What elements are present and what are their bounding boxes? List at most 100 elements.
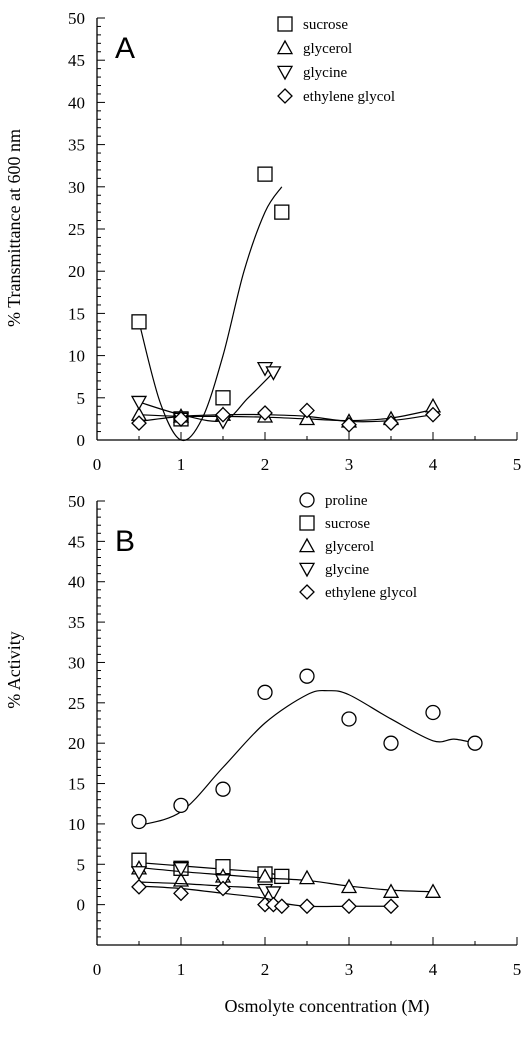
legend-marker xyxy=(299,492,315,508)
x-axis-title: Osmolyte concentration (M) xyxy=(225,996,430,1017)
y-tick-label: 10 xyxy=(68,347,85,366)
legend-label: glycine xyxy=(325,562,369,578)
y-tick-label: 50 xyxy=(68,9,85,28)
series-sucrose xyxy=(131,166,290,442)
legend-label: glycine xyxy=(303,65,347,81)
data-point xyxy=(298,869,316,885)
data-point xyxy=(215,880,231,897)
data-point xyxy=(131,813,147,830)
legend-marker xyxy=(277,88,293,104)
y-tick-label: 0 xyxy=(77,431,86,450)
series-proline xyxy=(131,668,483,830)
data-point xyxy=(383,735,399,751)
y-tick-label: 5 xyxy=(77,389,86,408)
data-point xyxy=(341,416,357,433)
data-point xyxy=(299,668,315,684)
data-point xyxy=(341,898,357,915)
fit-line xyxy=(138,186,283,442)
data-point xyxy=(274,868,290,885)
y-tick-label: 35 xyxy=(68,136,85,155)
data-point xyxy=(256,868,274,883)
panel-label: A xyxy=(115,32,135,65)
data-point xyxy=(257,405,273,421)
data-point xyxy=(382,883,400,898)
data-point xyxy=(131,878,147,895)
legend-marker xyxy=(299,584,315,600)
data-point xyxy=(265,366,282,381)
y-tick-label: 50 xyxy=(68,492,85,511)
data-point xyxy=(173,410,189,427)
y-tick-label: 30 xyxy=(68,178,85,197)
data-point xyxy=(215,406,231,423)
data-point xyxy=(274,204,290,220)
data-point xyxy=(131,415,147,432)
x-tick-label: 2 xyxy=(261,455,270,474)
y-tick-label: 30 xyxy=(68,653,85,672)
data-point xyxy=(172,862,190,877)
legend-marker xyxy=(276,65,294,81)
data-point xyxy=(383,415,399,432)
y-tick-label: 0 xyxy=(77,896,86,915)
y-tick-label: 20 xyxy=(68,734,85,753)
data-point xyxy=(425,704,441,721)
legend-label: ethylene glycol xyxy=(325,585,417,601)
legend-label: proline xyxy=(325,493,368,509)
legend-label: sucrose xyxy=(325,516,370,532)
y-tick-label: 10 xyxy=(68,815,85,834)
series-ethylene-glycol xyxy=(131,402,441,433)
legend-label: glycerol xyxy=(325,539,374,555)
x-tick-label: 3 xyxy=(345,455,354,474)
x-tick-label: 2 xyxy=(261,960,270,979)
data-point xyxy=(383,898,399,915)
fit-line xyxy=(138,689,476,827)
x-tick-label: 1 xyxy=(177,960,186,979)
legend-label: glycerol xyxy=(303,41,352,57)
x-tick-label: 3 xyxy=(345,960,354,979)
series-glycine xyxy=(130,362,282,430)
y-tick-label: 45 xyxy=(68,51,85,70)
data-point xyxy=(425,406,441,423)
y-tick-label: 25 xyxy=(68,220,85,239)
y-tick-label: 25 xyxy=(68,694,85,713)
data-point xyxy=(215,781,231,797)
legend-marker xyxy=(299,515,315,531)
legend-marker xyxy=(298,537,316,553)
data-point xyxy=(467,735,483,751)
y-tick-label: 35 xyxy=(68,613,85,632)
data-point xyxy=(257,166,273,182)
x-tick-label: 4 xyxy=(429,960,438,979)
data-point xyxy=(299,402,315,419)
data-point xyxy=(257,684,273,700)
legend-label: ethylene glycol xyxy=(303,89,395,105)
x-tick-label: 4 xyxy=(429,455,438,474)
legend-marker xyxy=(276,39,294,55)
legend-marker xyxy=(277,16,293,32)
x-tick-label: 0 xyxy=(93,455,102,474)
y-tick-label: 45 xyxy=(68,532,85,551)
y-axis-title: % Transmittance at 600 nm xyxy=(4,129,24,327)
x-tick-label: 5 xyxy=(513,960,522,979)
y-tick-label: 40 xyxy=(68,573,85,592)
x-tick-label: 1 xyxy=(177,455,186,474)
data-point xyxy=(130,395,148,411)
y-tick-label: 15 xyxy=(68,775,85,794)
legend-marker xyxy=(298,562,316,578)
data-point xyxy=(424,883,442,898)
y-tick-label: 15 xyxy=(68,304,85,323)
data-point xyxy=(215,390,231,406)
data-point xyxy=(130,866,148,881)
data-point xyxy=(299,898,315,915)
legend-label: sucrose xyxy=(303,17,348,33)
data-point xyxy=(265,886,282,901)
y-tick-label: 5 xyxy=(77,855,86,874)
data-point xyxy=(341,711,357,727)
y-axis-title: % Activity xyxy=(4,631,24,709)
x-tick-label: 5 xyxy=(513,455,522,474)
data-point xyxy=(340,878,358,894)
data-point xyxy=(273,898,290,915)
panel-label: B xyxy=(115,525,135,558)
fit-line xyxy=(138,881,274,891)
